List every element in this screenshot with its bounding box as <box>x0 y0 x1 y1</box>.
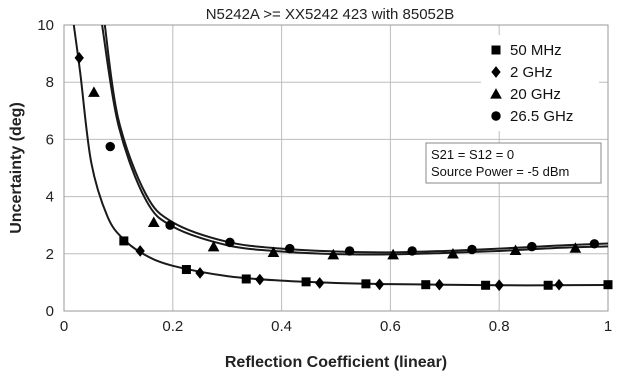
data-point-triangle <box>387 248 399 260</box>
legend-label: 26.5 GHz <box>510 108 573 125</box>
data-point-diamond <box>135 245 145 257</box>
x-axis-ticks: 0 0.2 0.4 0.6 0.8 1 <box>60 318 612 335</box>
data-markers <box>74 52 613 292</box>
data-point-triangle <box>147 216 160 228</box>
legend-marker-square <box>491 45 501 55</box>
data-point-square <box>181 265 191 275</box>
data-point-diamond <box>494 279 504 292</box>
legend-label: 50 MHz <box>510 42 562 59</box>
x-tick-label: 0.2 <box>162 318 183 335</box>
y-tick-label: 2 <box>46 246 54 263</box>
data-point-circle <box>225 237 235 248</box>
legend: 50 MHz 2 GHz 20 GHz 26.5 GHz <box>481 35 599 131</box>
data-point-square <box>421 280 431 290</box>
data-point-triangle <box>509 244 522 256</box>
data-point-square <box>361 279 371 289</box>
data-point-circle <box>407 246 417 256</box>
data-point-circle <box>105 141 115 152</box>
x-tick-label: 0.8 <box>489 318 510 335</box>
y-tick-label: 8 <box>46 74 54 91</box>
data-point-triangle <box>267 246 280 258</box>
data-point-triangle <box>447 247 459 259</box>
data-point-triangle <box>207 240 220 252</box>
y-tick-label: 4 <box>46 189 54 206</box>
legend-marker-circle <box>491 111 501 121</box>
x-tick-label: 1 <box>604 318 612 335</box>
data-point-triangle <box>569 242 582 253</box>
fit-curve <box>103 24 609 254</box>
annotation-s-params: S21 = S12 = 0 <box>431 147 514 162</box>
data-point-circle <box>344 246 355 256</box>
data-point-diamond <box>195 267 205 279</box>
data-point-square <box>241 274 251 284</box>
y-axis-label: Uncertainty (deg) <box>8 102 25 234</box>
data-point-square <box>301 277 311 287</box>
data-point-diamond <box>374 278 385 291</box>
legend-marker-diamond <box>491 66 501 78</box>
fit-curve <box>72 24 609 287</box>
data-point-diamond <box>315 277 325 289</box>
x-tick-label: 0.4 <box>271 318 292 335</box>
data-point-diamond <box>255 273 265 286</box>
data-point-square <box>119 236 129 246</box>
data-point-square <box>543 280 553 290</box>
data-point-circle <box>165 220 175 230</box>
x-tick-label: 0 <box>60 318 68 335</box>
annotation-frame <box>425 142 602 184</box>
y-tick-label: 0 <box>46 303 54 320</box>
annotation-source-power: Source Power = -5 dBm <box>431 164 569 179</box>
data-point-square <box>481 280 491 290</box>
data-point-diamond <box>74 52 84 64</box>
fit-curve <box>101 24 609 256</box>
x-axis-label: Reflection Coefficient (linear) <box>225 354 447 371</box>
chart-title: N5242A >= XX5242 423 with 85052B <box>206 6 455 23</box>
legend-label: 20 GHz <box>510 86 561 103</box>
plot-area-frame <box>63 24 609 312</box>
y-tick-label: 10 <box>37 17 54 34</box>
y-axis-ticks: 0 2 4 6 8 10 <box>37 17 54 320</box>
data-point-diamond <box>434 278 445 291</box>
data-point-circle <box>467 244 477 255</box>
data-point-triangle <box>88 86 100 97</box>
legend-box <box>481 35 599 131</box>
annotation-box: S21 = S12 = 0 Source Power = -5 dBm <box>425 142 602 184</box>
legend-marker-triangle <box>490 88 502 99</box>
data-point-circle <box>589 239 600 249</box>
data-point-triangle <box>327 248 340 260</box>
data-point-square <box>603 280 613 290</box>
x-tick-label: 0.6 <box>380 318 401 335</box>
data-point-circle <box>527 241 537 252</box>
legend-label: 2 GHz <box>510 64 553 81</box>
data-point-circle <box>285 243 295 254</box>
y-tick-label: 6 <box>46 131 54 148</box>
data-point-diamond <box>554 278 564 291</box>
fit-curves <box>72 24 609 287</box>
